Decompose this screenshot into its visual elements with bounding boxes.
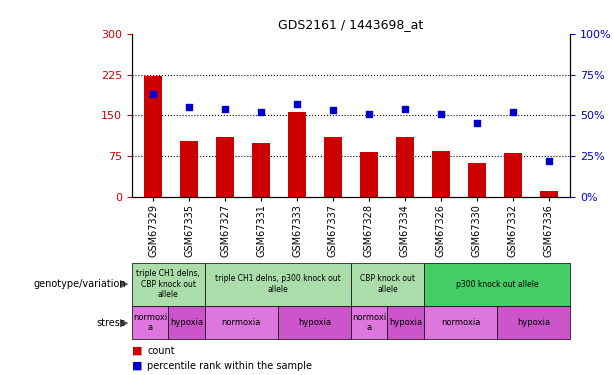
- Text: normoxi
a: normoxi a: [133, 313, 167, 332]
- Text: stress: stress: [97, 318, 126, 327]
- Bar: [504, 153, 522, 197]
- Bar: [278, 306, 351, 339]
- Bar: [169, 306, 205, 339]
- Text: ■: ■: [132, 361, 142, 371]
- Bar: [468, 163, 485, 197]
- Point: [292, 101, 302, 107]
- Text: ▶: ▶: [120, 318, 129, 327]
- Point: [436, 111, 446, 117]
- Point: [400, 106, 409, 112]
- Text: normoxia: normoxia: [441, 318, 480, 327]
- Bar: [145, 76, 162, 197]
- Bar: [180, 141, 198, 197]
- Bar: [288, 111, 306, 197]
- Bar: [205, 262, 351, 306]
- Title: GDS2161 / 1443698_at: GDS2161 / 1443698_at: [278, 18, 424, 31]
- Point: [544, 158, 554, 164]
- Bar: [351, 262, 424, 306]
- Bar: [424, 262, 570, 306]
- Bar: [387, 306, 424, 339]
- Bar: [396, 137, 414, 197]
- Point: [364, 111, 374, 117]
- Bar: [432, 151, 450, 197]
- Text: normoxia: normoxia: [222, 318, 261, 327]
- Bar: [132, 306, 169, 339]
- Text: CBP knock out
allele: CBP knock out allele: [360, 274, 415, 294]
- Bar: [205, 306, 278, 339]
- Bar: [132, 262, 205, 306]
- Text: triple CH1 delns,
CBP knock out
allele: triple CH1 delns, CBP knock out allele: [136, 269, 200, 299]
- Text: hypoxia: hypoxia: [298, 318, 331, 327]
- Point: [508, 109, 517, 115]
- Bar: [351, 306, 387, 339]
- Text: triple CH1 delns, p300 knock out
allele: triple CH1 delns, p300 knock out allele: [215, 274, 341, 294]
- Bar: [252, 142, 270, 197]
- Text: hypoxia: hypoxia: [389, 318, 422, 327]
- Point: [256, 109, 266, 115]
- Point: [472, 120, 482, 126]
- Point: [148, 91, 158, 97]
- Bar: [424, 306, 497, 339]
- Text: hypoxia: hypoxia: [517, 318, 550, 327]
- Point: [328, 107, 338, 113]
- Bar: [360, 152, 378, 197]
- Bar: [216, 137, 234, 197]
- Point: [220, 106, 230, 112]
- Bar: [539, 191, 557, 197]
- Text: percentile rank within the sample: percentile rank within the sample: [147, 361, 312, 371]
- Bar: [497, 306, 570, 339]
- Text: count: count: [147, 346, 175, 356]
- Text: ■: ■: [132, 346, 142, 356]
- Bar: [324, 137, 342, 197]
- Text: ▶: ▶: [120, 279, 129, 289]
- Point: [185, 104, 194, 110]
- Text: p300 knock out allele: p300 knock out allele: [455, 280, 538, 289]
- Text: hypoxia: hypoxia: [170, 318, 203, 327]
- Text: genotype/variation: genotype/variation: [33, 279, 126, 289]
- Text: normoxi
a: normoxi a: [352, 313, 386, 332]
